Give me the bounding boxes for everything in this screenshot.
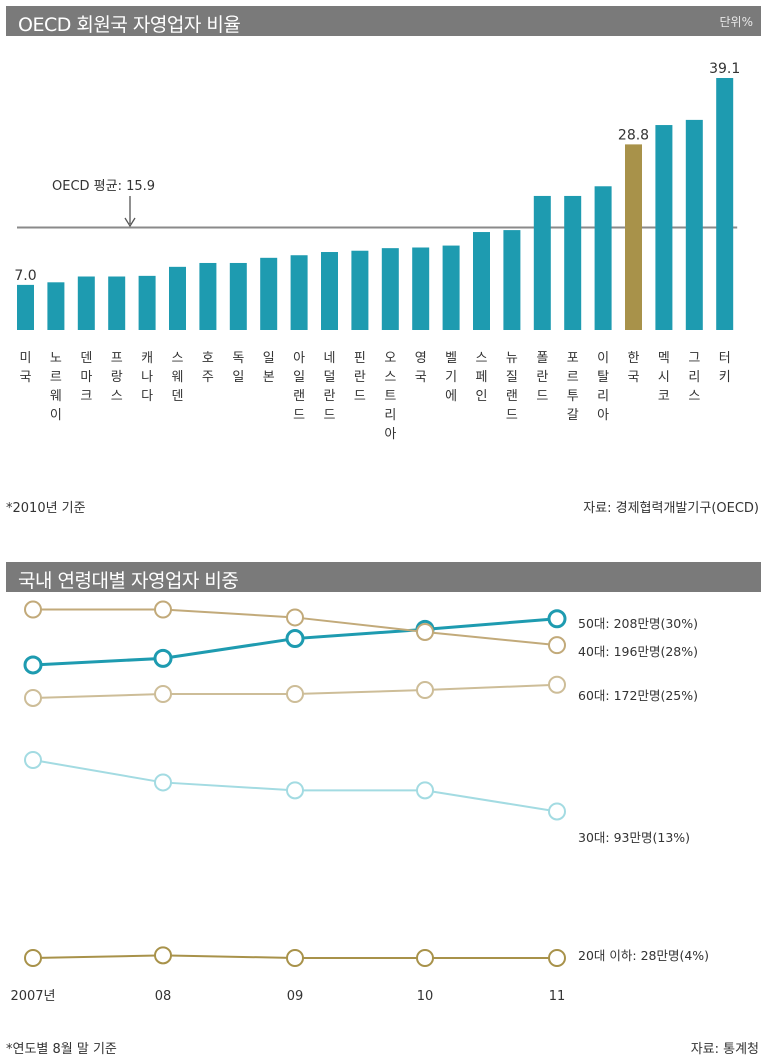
series-point-1-0 — [24, 600, 42, 619]
series-point-0-2 — [285, 629, 305, 649]
line-chart-header: 국내 연령대별 자영업자 비중 — [6, 562, 761, 592]
bar-8 — [260, 257, 278, 330]
x-tick-label-4: 11 — [549, 989, 566, 1004]
series-point-1-1 — [154, 600, 172, 619]
bar-chart-unit: 단위% — [719, 15, 753, 29]
x-tick-label-0: 2007년 — [10, 989, 55, 1004]
series-label-4: 20대 이하: 28만명(4%) — [578, 948, 709, 963]
average-label: OECD 평균: 15.9 — [52, 179, 155, 194]
series-point-3-2 — [286, 781, 304, 800]
bar-22 — [685, 119, 703, 331]
series-point-1-2 — [286, 608, 304, 627]
bar-value-label-0: 7.0 — [14, 268, 36, 284]
x-tick-label-2: 09 — [287, 989, 304, 1004]
bar-value-label-20: 28.8 — [618, 127, 649, 143]
series-label-3: 30대: 93만명(13%) — [578, 830, 690, 845]
bar-chart-source: 자료: 경제협력개발기구(OECD) — [583, 501, 759, 516]
x-tick-label-3: 10 — [417, 989, 434, 1004]
bar-3 — [108, 276, 126, 330]
series-point-3-3 — [416, 781, 434, 800]
series-label-1: 40대: 196만명(28%) — [578, 644, 698, 659]
bar-2 — [77, 276, 95, 330]
bar-20 — [625, 144, 642, 330]
series-point-0-4 — [547, 609, 567, 629]
series-point-2-0 — [24, 688, 42, 707]
series-point-3-4 — [548, 802, 566, 821]
x-tick-label-1: 08 — [155, 989, 172, 1004]
series-point-4-2 — [286, 949, 304, 967]
series-point-4-0 — [24, 949, 42, 967]
bar-chart-footnote: *2010년 기준 — [6, 501, 86, 516]
series-point-4-4 — [548, 949, 566, 967]
series-point-4-1 — [154, 946, 172, 965]
bar-chart: OECD 평균: 15.9 7.0 미 국 노 르 웨 이 덴 마 크 프 랑 스 캐 나 다 스 웨 덴 호 주 독 일 일 본… — [14, 61, 740, 442]
bar-0 — [17, 284, 34, 330]
series-label-0: 50대: 208만명(30%) — [578, 616, 698, 631]
line-chart-source: 자료: 통계청 — [690, 1042, 759, 1057]
series-point-2-4 — [548, 675, 566, 694]
bar-15 — [473, 232, 490, 330]
bar-18 — [564, 195, 582, 330]
bar-11 — [351, 250, 369, 330]
bar-17 — [533, 195, 551, 330]
bar-value-label-23: 39.1 — [709, 61, 740, 77]
series-point-2-2 — [286, 685, 304, 703]
series-point-3-0 — [24, 751, 42, 769]
line-chart-title: 국내 연령대별 자영업자 비중 — [18, 570, 239, 592]
bar-chart-title: OECD 회원국 자영업자 비율 — [18, 14, 241, 36]
bar-9 — [290, 255, 308, 330]
series-point-3-1 — [154, 773, 172, 792]
bar-21 — [655, 125, 673, 331]
line-chart-footnote: *연도별 8월 말 기준 — [6, 1042, 117, 1057]
bar-14 — [442, 245, 460, 330]
series-point-2-3 — [416, 681, 434, 700]
bar-12 — [381, 248, 399, 330]
series-point-1-3 — [416, 622, 434, 641]
series-point-0-0 — [23, 655, 43, 675]
bar-4 — [138, 275, 156, 330]
bar-16 — [503, 230, 521, 330]
bar-23 — [716, 78, 734, 330]
average-arrow — [124, 196, 136, 228]
line-chart: 50대: 208만명(30%) 40대: 196만명(28%) 60대: 172만명… — [10, 600, 709, 1004]
bar-13 — [412, 247, 430, 330]
bar-19 — [594, 186, 612, 330]
bar-10 — [321, 252, 338, 330]
series-point-2-1 — [154, 685, 172, 703]
series-point-0-1 — [153, 648, 173, 668]
bar-6 — [199, 262, 217, 330]
bar-chart-header: OECD 회원국 자영업자 비율 단위% — [6, 6, 761, 36]
series-point-4-3 — [416, 949, 434, 967]
series-label-2: 60대: 172만명(25%) — [578, 688, 698, 703]
bar-1 — [47, 282, 65, 330]
bar-5 — [169, 266, 186, 330]
series-point-1-4 — [548, 636, 566, 655]
bar-7 — [229, 262, 247, 330]
